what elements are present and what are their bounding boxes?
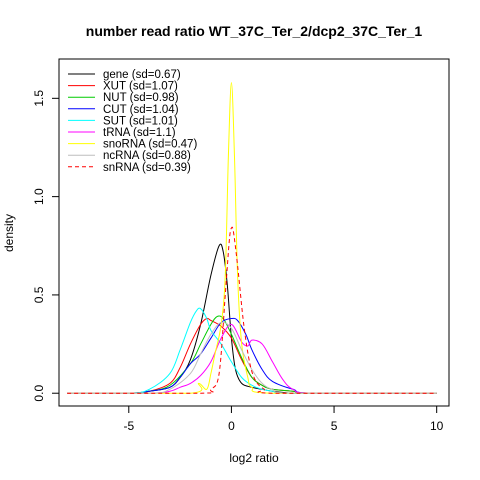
series-line-5 — [67, 323, 437, 394]
x-tick-label: -5 — [123, 419, 134, 433]
series-line-6 — [67, 82, 437, 394]
series-line-8 — [67, 226, 437, 394]
y-tick-label: 0.5 — [32, 286, 46, 303]
series-line-2 — [67, 315, 437, 394]
series-line-7 — [67, 321, 437, 394]
x-axis-label: log2 ratio — [229, 451, 279, 465]
series-line-4 — [67, 307, 437, 394]
legend-label: tRNA (sd=1.1) — [103, 127, 176, 139]
y-tick-label: 1.0 — [32, 188, 46, 205]
y-tick-label: 0.0 — [32, 385, 46, 402]
legend-label: snRNA (sd=0.39) — [103, 162, 191, 174]
legend: gene (sd=0.67)XUT (sd=1.07)NUT (sd=0.98)… — [68, 69, 197, 174]
y-tick-label: 1.5 — [32, 90, 46, 107]
y-axis-label: density — [2, 214, 16, 252]
legend-label: ncRNA (sd=0.88) — [103, 150, 191, 162]
x-tick-label: 5 — [331, 419, 338, 433]
legend-label: gene (sd=0.67) — [103, 69, 181, 81]
legend-label: SUT (sd=1.01) — [103, 115, 178, 127]
legend-label: NUT (sd=0.98) — [103, 92, 179, 104]
legend-label: snoRNA (sd=0.47) — [103, 139, 197, 151]
x-tick-label: 10 — [430, 419, 444, 433]
series-layer — [67, 82, 437, 394]
x-tick-label: 0 — [228, 419, 235, 433]
legend-label: XUT (sd=1.07) — [103, 81, 178, 93]
axes-layer: -5 0 5 10 0.0 0.5 1.0 1.5 — [32, 90, 444, 433]
chart-title: number read ratio WT_37C_Ter_2/dcp2_37C_… — [86, 23, 423, 39]
legend-label: CUT (sd=1.04) — [103, 104, 179, 116]
series-line-3 — [67, 317, 437, 394]
